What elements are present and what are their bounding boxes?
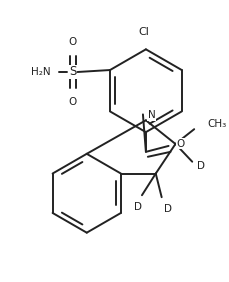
Text: S: S (69, 65, 76, 78)
Text: Cl: Cl (138, 28, 149, 38)
Text: O: O (68, 38, 76, 47)
Text: D: D (163, 204, 171, 214)
Text: N: N (147, 110, 155, 120)
Text: H₂N: H₂N (31, 67, 51, 77)
Text: CH₃: CH₃ (206, 119, 225, 129)
Text: D: D (134, 202, 141, 212)
Text: D: D (196, 161, 204, 171)
Text: O: O (68, 96, 76, 107)
Text: O: O (175, 139, 184, 149)
